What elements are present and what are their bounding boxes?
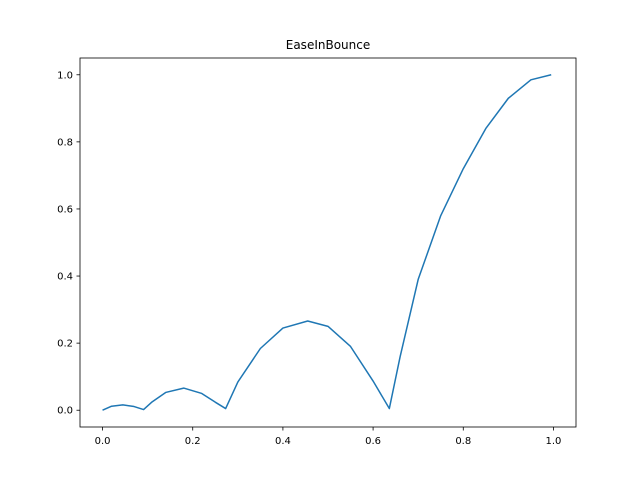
plot-area — [102, 74, 552, 411]
axes-frame — [79, 57, 577, 428]
x-tick-label: 0.6 — [365, 436, 381, 447]
x-axis: 0.0 0.2 0.4 0.6 0.8 1.0 — [95, 427, 562, 447]
x-tick-label: 0.0 — [95, 436, 111, 447]
chart-title: EaseInBounce — [286, 38, 370, 52]
x-tick-label: 1.0 — [546, 436, 562, 447]
y-tick-label: 0.2 — [57, 339, 73, 350]
x-tick-label: 0.8 — [455, 436, 471, 447]
series-line-0 — [102, 74, 552, 411]
y-tick-label: 0.6 — [57, 204, 73, 215]
y-tick-label: 0.0 — [57, 406, 73, 417]
y-axis: 0.0 0.2 0.4 0.6 0.8 1.0 — [57, 70, 80, 417]
y-tick-label: 1.0 — [57, 70, 73, 81]
x-tick-label: 0.4 — [275, 436, 291, 447]
x-tick-label: 0.2 — [185, 436, 201, 447]
y-tick-label: 0.8 — [57, 137, 73, 148]
y-tick-label: 0.4 — [57, 272, 73, 283]
